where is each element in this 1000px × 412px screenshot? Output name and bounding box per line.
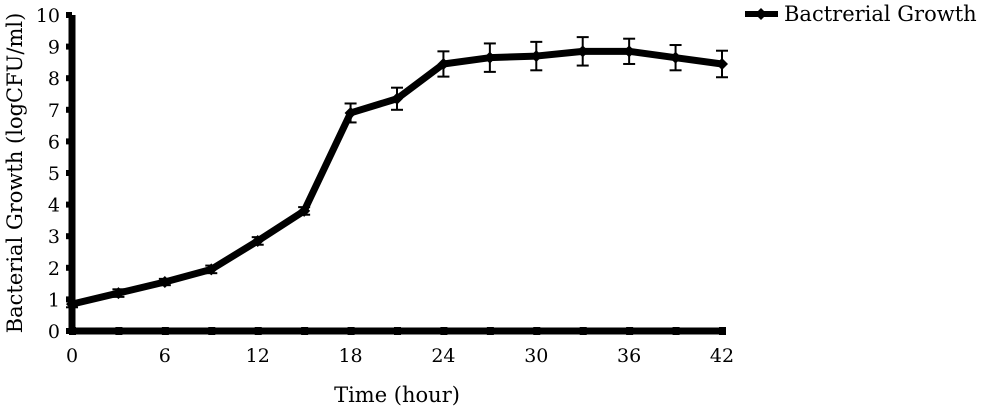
data-point-diamond (437, 57, 450, 70)
y-tick-mark (66, 170, 72, 176)
y-tick-label: 1 (48, 289, 60, 311)
x-tick-mark (719, 327, 726, 335)
data-point-diamond (530, 50, 543, 63)
y-tick-mark (66, 106, 72, 113)
y-tick-mark (66, 12, 72, 18)
y-tick-label: 10 (36, 5, 60, 27)
axes-layer (66, 12, 726, 335)
data-point-diamond (298, 204, 311, 217)
data-point-diamond (66, 298, 78, 311)
x-tick-mark (254, 327, 262, 335)
labels-layer: Time (hour) Bacterial Growth (logCFU/ml)… (3, 5, 734, 407)
data-point-diamond (112, 287, 125, 300)
x-tick-mark (440, 327, 448, 335)
x-tick-mark (69, 327, 76, 335)
y-tick-label: 9 (48, 37, 60, 59)
x-tick-label: 0 (66, 345, 78, 367)
y-tick-mark (66, 296, 72, 303)
x-tick-mark (672, 327, 680, 335)
x-tick-label: 30 (524, 345, 548, 367)
data-point-diamond (716, 57, 728, 70)
x-tick-label: 24 (431, 345, 455, 367)
data-point-diamond (205, 263, 218, 276)
y-tick-mark (66, 201, 72, 208)
x-tick-mark (161, 327, 169, 335)
x-tick-mark (347, 327, 355, 335)
x-tick-mark (486, 327, 494, 335)
data-point-diamond (623, 45, 636, 58)
legend-diamond-marker (755, 8, 767, 20)
y-tick-label: 4 (48, 195, 60, 217)
series-layer (66, 36, 728, 311)
y-tick-mark (66, 233, 72, 240)
data-point-diamond (391, 92, 403, 105)
legend-label: Bactrerial Growth (784, 2, 977, 26)
x-tick-label: 6 (159, 345, 171, 367)
y-axis-title: Bacterial Growth (logCFU/ml) (3, 13, 27, 334)
y-tick-mark (66, 264, 72, 271)
x-tick-mark (533, 327, 541, 335)
y-tick-label: 8 (48, 68, 60, 90)
x-tick-mark (208, 327, 216, 335)
data-point-diamond (483, 51, 496, 64)
y-tick-label: 2 (48, 258, 60, 280)
x-tick-label: 12 (246, 345, 270, 367)
y-tick-label: 6 (48, 131, 60, 153)
x-tick-label: 36 (617, 345, 641, 367)
data-point-diamond (576, 45, 589, 58)
y-tick-mark (66, 138, 72, 145)
data-point-diamond (344, 106, 357, 119)
y-tick-label: 5 (48, 163, 60, 185)
x-tick-mark (579, 327, 587, 335)
y-tick-mark (66, 43, 72, 50)
x-tick-mark (394, 327, 401, 335)
x-tick-mark (301, 327, 309, 335)
y-tick-label: 0 (48, 321, 60, 343)
data-point-diamond (251, 234, 264, 247)
y-tick-mark (66, 75, 72, 82)
data-point-diamond (669, 51, 682, 64)
x-tick-mark (115, 327, 123, 335)
x-axis-title: Time (hour) (334, 383, 460, 407)
x-tick-mark (626, 327, 634, 335)
legend: Bactrerial Growth (745, 2, 977, 26)
data-point-diamond (158, 276, 171, 289)
x-tick-label: 18 (338, 345, 362, 367)
y-tick-label: 7 (48, 100, 60, 122)
y-tick-label: 3 (48, 226, 60, 248)
x-tick-label: 42 (710, 345, 734, 367)
